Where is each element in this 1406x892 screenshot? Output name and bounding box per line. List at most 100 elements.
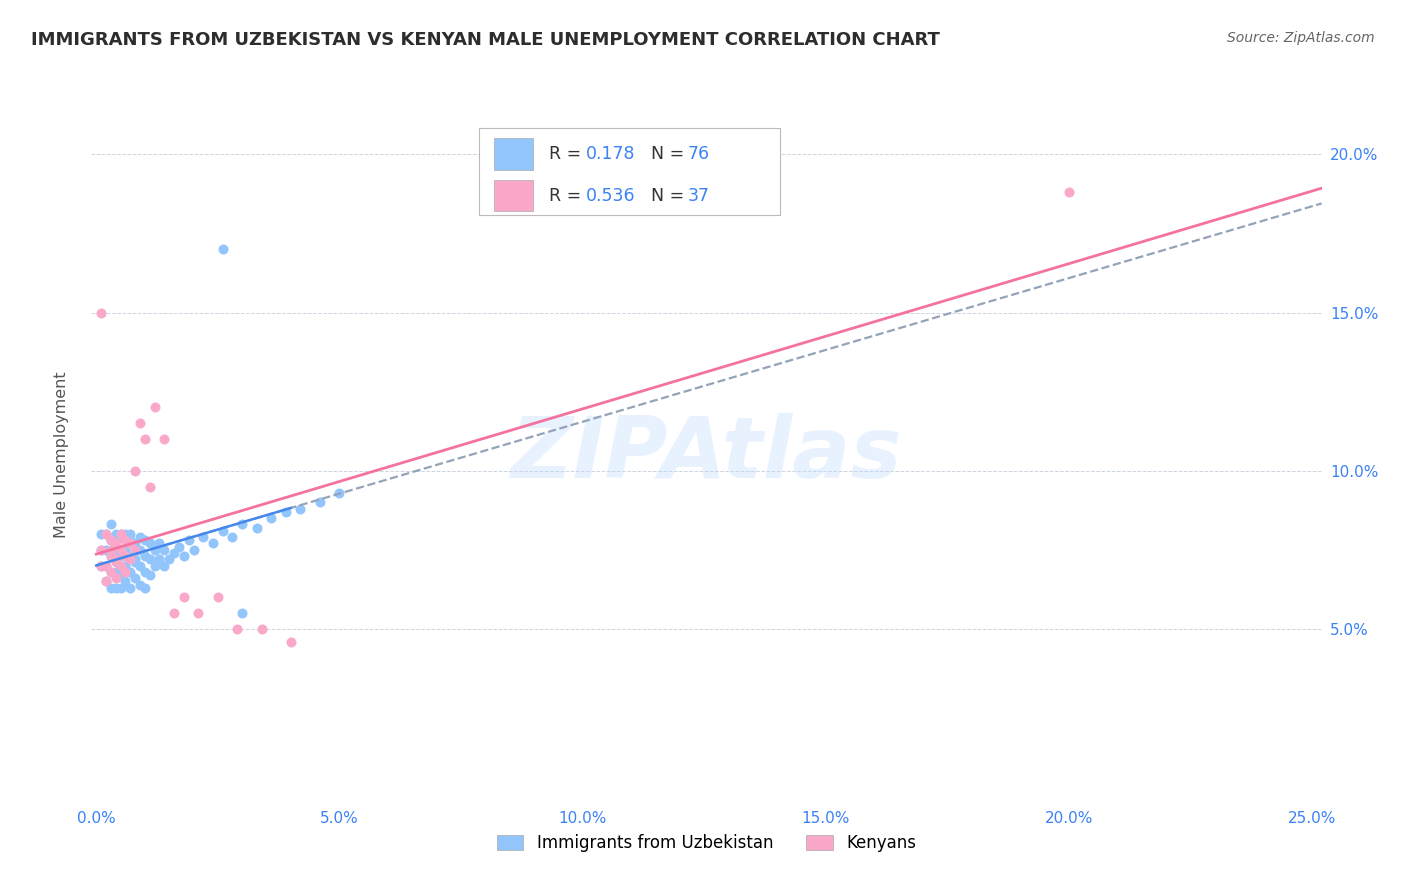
Point <box>231 517 253 532</box>
Text: 76: 76 <box>688 145 710 163</box>
Text: R =: R = <box>548 186 586 205</box>
Point <box>134 533 156 548</box>
Point <box>143 558 166 573</box>
Point <box>124 536 146 550</box>
Point <box>114 558 136 573</box>
Point <box>114 565 136 579</box>
Point <box>114 542 136 557</box>
Point <box>280 634 302 648</box>
FancyBboxPatch shape <box>494 180 533 211</box>
Point <box>124 552 146 566</box>
Point <box>143 401 166 415</box>
Point <box>94 558 117 573</box>
Point <box>114 574 136 589</box>
Point <box>221 530 243 544</box>
Point <box>100 549 122 563</box>
Point <box>100 533 122 548</box>
FancyBboxPatch shape <box>494 138 533 169</box>
Point <box>134 581 156 595</box>
Point <box>134 549 156 563</box>
Point <box>129 530 152 544</box>
Point <box>90 305 112 319</box>
Point <box>124 464 146 478</box>
Point <box>163 546 186 560</box>
Point <box>274 505 297 519</box>
Point <box>134 565 156 579</box>
Point <box>139 552 162 566</box>
Point <box>309 495 332 509</box>
Point <box>104 542 127 557</box>
Point <box>246 521 269 535</box>
Text: IMMIGRANTS FROM UZBEKISTAN VS KENYAN MALE UNEMPLOYMENT CORRELATION CHART: IMMIGRANTS FROM UZBEKISTAN VS KENYAN MAL… <box>31 31 939 49</box>
Point <box>290 501 312 516</box>
Point <box>120 552 142 566</box>
Point <box>104 565 127 579</box>
Point <box>100 581 122 595</box>
Point <box>129 542 152 557</box>
Point <box>90 527 112 541</box>
Point <box>129 577 152 591</box>
Point <box>124 542 146 557</box>
Point <box>90 542 112 557</box>
Text: ZIPAtlas: ZIPAtlas <box>510 413 903 497</box>
Point <box>94 574 117 589</box>
Text: R =: R = <box>548 145 586 163</box>
Point <box>110 527 132 541</box>
Point <box>143 542 166 557</box>
Point <box>114 527 136 541</box>
Point <box>104 571 127 585</box>
Point <box>94 574 117 589</box>
Point <box>153 542 176 557</box>
Text: N =: N = <box>640 186 690 205</box>
Point <box>120 549 142 563</box>
Point <box>139 479 162 493</box>
Point <box>100 533 122 548</box>
Point <box>110 581 132 595</box>
Point <box>110 542 132 557</box>
Point <box>201 536 224 550</box>
Point <box>120 533 142 548</box>
Point <box>120 581 142 595</box>
Point <box>90 558 112 573</box>
Point <box>114 558 136 573</box>
Text: 0.178: 0.178 <box>586 145 636 163</box>
Point <box>1057 186 1080 200</box>
FancyBboxPatch shape <box>479 128 780 215</box>
Point <box>100 565 122 579</box>
Point <box>104 581 127 595</box>
Point <box>110 568 132 582</box>
Point <box>90 542 112 557</box>
Point <box>134 432 156 446</box>
Point <box>110 549 132 563</box>
Point <box>177 533 200 548</box>
Point <box>157 552 180 566</box>
Y-axis label: Male Unemployment: Male Unemployment <box>55 372 69 538</box>
Point <box>129 417 152 431</box>
Point <box>226 622 249 636</box>
Point <box>100 542 122 557</box>
Point <box>139 536 162 550</box>
Point <box>124 556 146 570</box>
Point <box>148 552 170 566</box>
Point <box>187 606 209 620</box>
Point <box>163 606 186 620</box>
Point <box>114 549 136 563</box>
Point <box>260 511 283 525</box>
Point <box>114 533 136 548</box>
Point <box>167 540 190 554</box>
Point <box>110 530 132 544</box>
Point <box>104 552 127 566</box>
Point <box>207 591 229 605</box>
Point <box>120 536 142 550</box>
Point <box>139 568 162 582</box>
Point <box>104 533 127 548</box>
Point <box>120 527 142 541</box>
Point <box>124 571 146 585</box>
Text: 0.536: 0.536 <box>586 186 636 205</box>
Point <box>183 542 205 557</box>
Point <box>120 565 142 579</box>
Point <box>104 536 127 550</box>
Point <box>104 527 127 541</box>
Point <box>94 542 117 557</box>
Point <box>129 558 152 573</box>
